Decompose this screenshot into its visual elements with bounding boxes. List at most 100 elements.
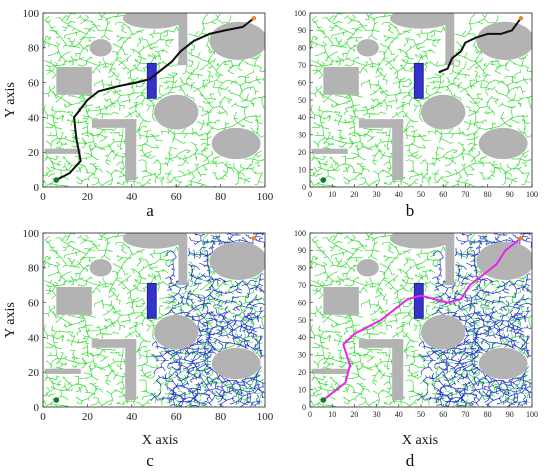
- y-tick-label: 40: [28, 332, 40, 344]
- plot-content: [310, 233, 532, 407]
- x-tick-label: 100: [257, 191, 274, 203]
- y-tick-label: 60: [298, 298, 306, 307]
- obstacle-3: [356, 259, 379, 277]
- x-tick-label: 80: [215, 411, 227, 423]
- x-tick-label: 60: [171, 191, 183, 203]
- y-tick-label: 90: [298, 246, 306, 255]
- obstacle-4: [323, 286, 359, 315]
- x-tick-label: 60: [439, 190, 447, 199]
- y-tick-label: 60: [28, 77, 40, 89]
- obstacle-8: [392, 119, 404, 181]
- obstacle-5: [146, 282, 157, 319]
- y-tick-label: 100: [294, 229, 306, 238]
- y-tick-label: 20: [298, 368, 306, 377]
- y-tick-label: 80: [28, 263, 40, 275]
- panel-a: 0 20 40 60 80 100 0 20 40 60 80 100 Y axis a: [3, 8, 274, 220]
- x-tick-label: 20: [350, 190, 358, 199]
- panel-label: a: [146, 201, 154, 220]
- y-tick-label: 0: [34, 182, 40, 194]
- y-tick-label: 50: [298, 316, 306, 325]
- obstacle-2: [209, 241, 265, 280]
- x-tick-label: 100: [257, 411, 274, 423]
- x-tick-label: 20: [82, 411, 94, 423]
- x-axis-label: X axis: [142, 433, 178, 448]
- obstacle-0: [122, 233, 186, 249]
- plot-content: [43, 13, 265, 187]
- y-tick-label: 30: [298, 131, 306, 140]
- x-tick-label: 0: [308, 190, 312, 199]
- x-tick-label: 0: [308, 410, 312, 419]
- start-marker: [53, 177, 60, 183]
- obstacle-7: [358, 119, 404, 128]
- obstacle-3: [89, 39, 112, 57]
- x-tick-label: 40: [395, 410, 403, 419]
- obstacle-9: [211, 347, 261, 380]
- y-tick-label: 50: [298, 96, 306, 105]
- y-tick-label: 0: [34, 402, 40, 414]
- obstacle-4: [323, 66, 359, 95]
- goal-tree: [150, 233, 265, 407]
- panel-label: d: [406, 451, 415, 470]
- y-tick-label: 10: [298, 165, 306, 174]
- y-tick-label: 40: [28, 112, 40, 124]
- y-tick-label: 20: [298, 148, 306, 157]
- y-tick-label: 100: [23, 228, 40, 240]
- x-tick-label: 100: [526, 410, 538, 419]
- obstacle-5: [413, 62, 424, 99]
- panel-label: b: [406, 201, 415, 220]
- y-tick-label: 0: [302, 183, 306, 192]
- path-series-0: [438, 17, 522, 74]
- goal-marker: [518, 16, 524, 21]
- x-tick-label: 50: [417, 190, 425, 199]
- path-series-0: [322, 237, 522, 401]
- x-tick-label: 50: [417, 410, 425, 419]
- plot-content: [43, 233, 265, 407]
- x-tick-label: 90: [506, 410, 514, 419]
- panel-label: c: [146, 451, 154, 470]
- obstacle-0: [122, 13, 186, 29]
- x-tick-label: 80: [215, 191, 227, 203]
- x-tick-label: 30: [373, 410, 381, 419]
- goal-tree: [417, 233, 532, 407]
- x-tick-label: 20: [350, 410, 358, 419]
- obstacle-0: [389, 13, 453, 29]
- goal-marker: [251, 236, 257, 241]
- start-tree: [310, 13, 532, 187]
- x-tick-label: 80: [484, 190, 492, 199]
- obstacle-10: [45, 148, 81, 154]
- axes-frame: [42, 12, 266, 188]
- obstacle-9: [211, 127, 261, 160]
- x-tick-label: 60: [171, 411, 183, 423]
- obstacle-8: [125, 339, 137, 401]
- obstacle-10: [45, 368, 81, 374]
- obstacle-2: [476, 21, 532, 60]
- obstacle-1: [178, 233, 188, 286]
- y-tick-label: 70: [298, 61, 306, 70]
- obstacle-2: [476, 241, 532, 280]
- goal-marker: [518, 236, 524, 241]
- obstacle-7: [91, 339, 137, 348]
- obstacle-6: [421, 314, 466, 350]
- x-tick-label: 10: [328, 410, 336, 419]
- obstacle-8: [125, 119, 137, 181]
- obstacle-9: [478, 127, 528, 160]
- obstacle-1: [445, 233, 455, 286]
- obstacle-3: [89, 259, 112, 277]
- start-marker: [320, 397, 327, 403]
- x-tick-label: 60: [439, 410, 447, 419]
- obstacle-9: [478, 347, 528, 380]
- obstacle-4: [56, 286, 92, 315]
- y-tick-label: 20: [28, 367, 40, 379]
- plot-content: [310, 13, 532, 187]
- x-tick-label: 0: [40, 191, 46, 203]
- y-axis-label: Y axis: [3, 82, 18, 118]
- obstacle-7: [358, 339, 404, 348]
- x-tick-label: 40: [395, 190, 403, 199]
- y-tick-label: 10: [298, 385, 306, 394]
- x-axis-label: X axis: [402, 433, 438, 448]
- obstacle-6: [154, 314, 199, 350]
- x-tick-label: 30: [373, 190, 381, 199]
- x-tick-label: 90: [506, 190, 514, 199]
- obstacle-10: [312, 368, 348, 374]
